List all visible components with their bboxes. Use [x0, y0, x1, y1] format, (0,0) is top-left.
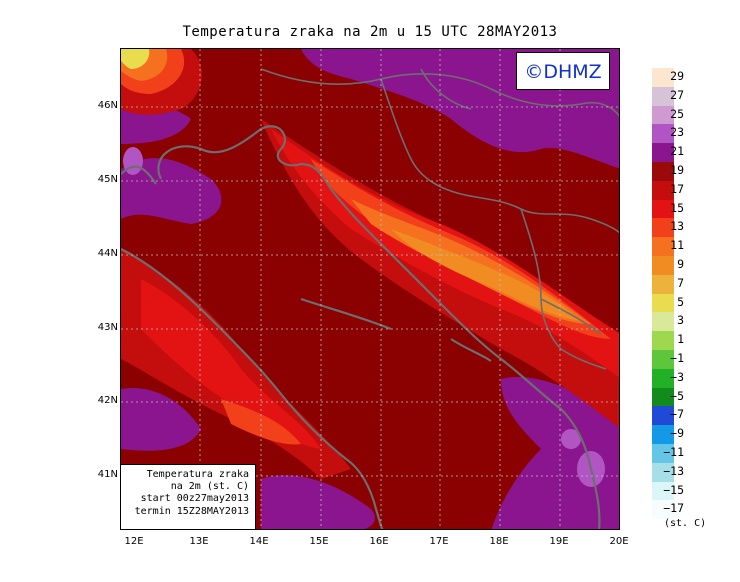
legend-swatch [652, 218, 674, 238]
legend-swatch [652, 86, 674, 106]
lat-tick: 44N [97, 248, 118, 259]
lat-tick: 41N [97, 469, 118, 480]
legend-label: 7 [677, 275, 684, 290]
legend-swatch [652, 331, 674, 350]
lat-tick: 45N [97, 174, 118, 185]
lon-tick: 13E [189, 536, 209, 547]
legend-swatch [652, 444, 674, 463]
lon-tick: 15E [309, 536, 329, 547]
legend-swatch [652, 425, 674, 444]
legend-label: 21 [670, 144, 684, 159]
legend-swatch [652, 124, 674, 144]
legend-swatch [652, 406, 674, 426]
lon-tick: 17E [429, 536, 449, 547]
legend-label: −11 [663, 445, 684, 459]
dhmz-logo: ©DHMZ [516, 52, 610, 90]
legend-label: 17 [670, 181, 684, 196]
legend-swatch [652, 105, 674, 125]
legend-label: −17 [663, 501, 684, 516]
legend-swatch [652, 68, 674, 87]
legend-label: 5 [677, 294, 684, 309]
legend-label: −3 [670, 369, 684, 384]
legend-label: 3 [677, 313, 684, 328]
lon-tick: 19E [549, 536, 569, 547]
legend-swatch [652, 199, 674, 219]
legend-swatch [652, 180, 674, 200]
legend-label: 13 [670, 219, 684, 234]
legend-label: 11 [670, 238, 684, 253]
legend-label: 19 [670, 163, 684, 177]
map-title: Temperatura zraka na 2m u 15 UTC 28MAY20… [182, 24, 558, 40]
lat-tick: 46N [97, 100, 118, 111]
lat-tick: 42N [97, 395, 118, 406]
lon-tick: 16E [369, 536, 389, 547]
legend-label: −1 [670, 351, 684, 365]
legend-swatch [652, 481, 674, 501]
graticule [121, 49, 619, 529]
legend-label: −5 [670, 388, 684, 403]
borders [260, 68, 619, 370]
legend-swatch [652, 143, 674, 162]
legend-label: 27 [670, 87, 684, 102]
lon-tick: 14E [249, 536, 269, 547]
legend-unit: (st. C) [664, 518, 707, 529]
info-line-4: termin 15Z28MAY2013 [134, 505, 249, 517]
legend-swatch [652, 462, 674, 482]
info-line-1: Temperatura zraka [146, 469, 249, 480]
coastlines [121, 125, 601, 529]
info-line-2: na 2m (st. C) [170, 481, 249, 493]
peak-spot [121, 49, 150, 69]
lon-tick: 12E [124, 536, 144, 547]
legend-label: −7 [670, 407, 684, 422]
lon-tick: 20E [609, 536, 629, 547]
legend-swatch [652, 293, 674, 313]
legend-swatch [652, 237, 674, 256]
legend-label: −15 [663, 482, 684, 497]
legend-swatch [652, 387, 674, 407]
hottest-band [391, 229, 581, 321]
legend-swatch [652, 312, 674, 332]
legend-swatch [652, 256, 674, 275]
lon-tick: 18E [489, 536, 509, 547]
legend-label: −13 [663, 463, 684, 478]
legend-label: 1 [677, 332, 684, 347]
legend-swatch [652, 162, 674, 181]
info-line-3: start 00z27may2013 [140, 493, 249, 505]
temperature-map [120, 48, 620, 530]
legend-swatch [652, 368, 674, 388]
legend-label: 25 [670, 106, 684, 121]
legend-swatch [652, 274, 674, 294]
legend-label: 23 [670, 125, 684, 140]
legend-swatch [652, 350, 674, 369]
temperature-field [121, 49, 619, 529]
info-box: Temperatura zraka na 2m (st. C) start 00… [120, 464, 256, 530]
legend-swatch [652, 500, 674, 520]
legend-label: 9 [677, 257, 684, 271]
legend-label: 15 [670, 200, 684, 215]
lat-tick: 43N [97, 322, 118, 333]
legend-label: 29 [670, 69, 684, 83]
legend-label: −9 [670, 426, 684, 441]
